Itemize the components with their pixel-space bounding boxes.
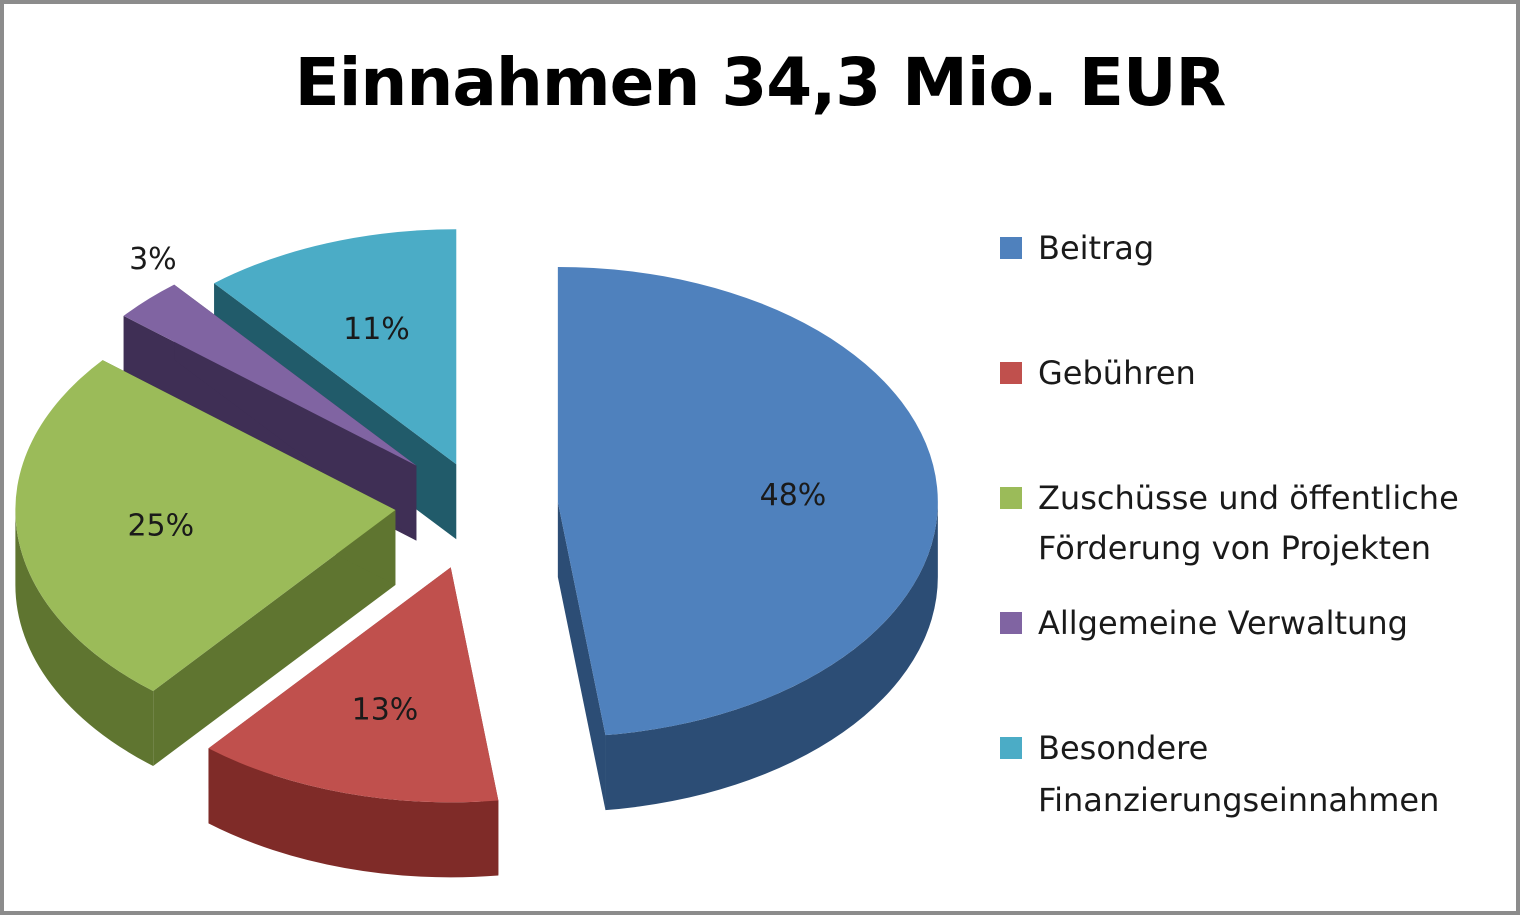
pie-slice: [15, 360, 396, 767]
legend-label: Gebühren: [1038, 354, 1196, 392]
legend-label: Zuschüsse und öffentliche: [1038, 479, 1459, 517]
legend-label: Besondere: [1038, 729, 1209, 767]
legend-swatch: [1000, 487, 1022, 509]
pie-slice-wall: [557, 501, 606, 811]
data-label: 11%: [343, 312, 410, 347]
legend-label: Allgemeine Verwaltung: [1038, 604, 1408, 642]
pie-slice-top: [557, 266, 938, 736]
data-label: 13%: [352, 692, 419, 727]
pie-chart: 48% 13% 25% 3% 11%: [15, 229, 938, 878]
data-label: 25%: [127, 509, 194, 544]
legend-swatch: [1000, 237, 1022, 259]
pie-slice-top: [15, 360, 396, 692]
legend-label: Finanzierungseinnahmen: [1038, 781, 1440, 819]
legend-label: Förderung von Projekten: [1038, 529, 1431, 567]
legend-swatch: [1000, 362, 1022, 384]
pie-slice-top: [123, 284, 417, 466]
pie-slice-side: [605, 501, 938, 811]
legend-swatch: [1000, 737, 1022, 759]
pie-slice: [208, 567, 499, 878]
pie-slice-top: [208, 567, 499, 803]
data-label: 48%: [760, 478, 827, 513]
data-label: 3%: [129, 242, 177, 277]
pie-slice: [557, 266, 938, 811]
pie-slice-side: [208, 748, 499, 878]
legend-swatch: [1000, 612, 1022, 634]
legend-label: Beitrag: [1038, 229, 1155, 267]
pie-slice-side: [15, 509, 154, 767]
pie-slice-top: [214, 229, 457, 465]
pie-slice-wall: [153, 509, 396, 767]
chart-title: Einnahmen 34,3 Mio. EUR: [294, 44, 1227, 121]
